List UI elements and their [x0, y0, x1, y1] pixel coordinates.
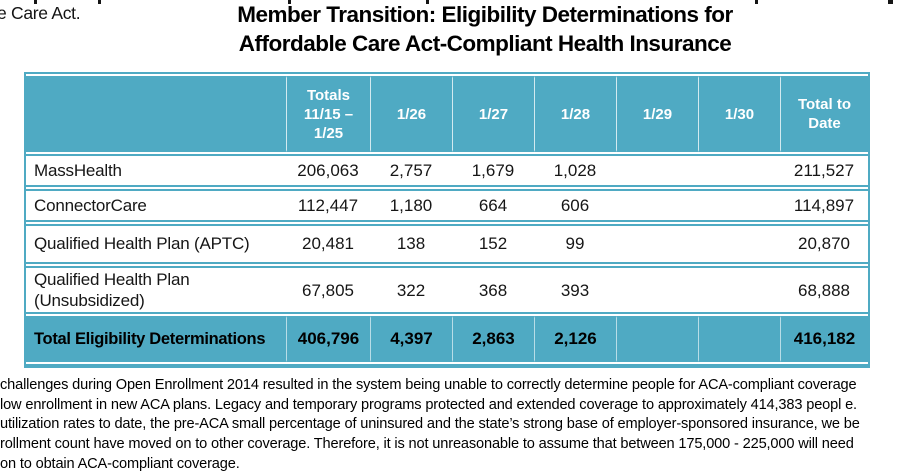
value-cell: 1,679: [452, 154, 534, 187]
value-cell: 67,805: [286, 266, 370, 314]
value-cell: 68,888: [780, 266, 868, 314]
cropped-text-fragment: e Care Act.: [0, 3, 81, 23]
value-cell: 322: [370, 266, 452, 314]
value-cell: [616, 266, 698, 314]
value-cell: 1,180: [370, 189, 452, 222]
total-row-label: Total Eligibility Determinations: [26, 316, 286, 362]
value-cell: 99: [534, 224, 616, 264]
value-cell: 2,757: [370, 154, 452, 187]
header-cell-1-28: 1/28: [534, 76, 616, 152]
header-cell-1-30: 1/30: [698, 76, 780, 152]
page-title-line-1: Member Transition: Eligibility Determina…: [237, 2, 733, 27]
footnote-paragraph: challenges during Open Enrollment 2014 r…: [0, 376, 903, 475]
table-row-masshealth: MassHealth 206,063 2,757 1,679 1,028 211…: [26, 154, 868, 187]
value-cell: [698, 266, 780, 314]
value-cell: 20,870: [780, 224, 868, 264]
cropped-glyph-fragment: [34, 0, 37, 4]
cropped-glyph-fragment: [426, 0, 429, 4]
total-value-cell: 4,397: [370, 316, 452, 362]
row-label: Qualified Health Plan (Unsubsidized): [26, 266, 286, 314]
footnote-line: low enrollment in new ACA plans. Legacy …: [0, 396, 857, 413]
value-cell: [698, 224, 780, 264]
cropped-glyph-fragment: [98, 0, 101, 4]
row-label: ConnectorCare: [26, 189, 286, 222]
footnote-line: challenges during Open Enrollment 2014 r…: [0, 377, 857, 393]
table-row-qhp-unsubsidized: Qualified Health Plan (Unsubsidized) 67,…: [26, 266, 868, 314]
total-value-cell: 2,126: [534, 316, 616, 362]
value-cell: 664: [452, 189, 534, 222]
row-label: MassHealth: [26, 154, 286, 187]
value-cell: 138: [370, 224, 452, 264]
header-cell-blank: [26, 76, 286, 152]
row-label: Qualified Health Plan (APTC): [26, 224, 286, 264]
total-value-cell: 416,182: [780, 316, 868, 362]
value-cell: 114,897: [780, 189, 868, 222]
value-cell: [616, 224, 698, 264]
footnote-line: utilization rates to date, the pre-ACA s…: [0, 416, 860, 433]
value-cell: [616, 189, 698, 222]
total-value-cell: [616, 316, 698, 362]
table-row-connectorcare: ConnectorCare 112,447 1,180 664 606 114,…: [26, 189, 868, 222]
table-row-total: Total Eligibility Determinations 406,796…: [26, 316, 868, 362]
value-cell: [698, 189, 780, 222]
total-value-cell: 2,863: [452, 316, 534, 362]
value-cell: 152: [452, 224, 534, 264]
page-title-line-2: Affordable Care Act-Compliant Health Ins…: [238, 31, 732, 56]
value-cell: 606: [534, 189, 616, 222]
value-cell: [616, 154, 698, 187]
value-cell: 211,527: [780, 154, 868, 187]
value-cell: 206,063: [286, 154, 370, 187]
value-cell: 1,028: [534, 154, 616, 187]
footnote-line: on to obtain ACA-compliant coverage.: [0, 455, 240, 472]
total-value-cell: 406,796: [286, 316, 370, 362]
value-cell: 20,481: [286, 224, 370, 264]
page-title: Member Transition: Eligibility Determina…: [70, 0, 900, 58]
header-cell-total-to-date: Total to Date: [780, 76, 868, 152]
header-cell-totals-1115-125: Totals 11/15 – 1/25: [286, 76, 370, 152]
eligibility-determinations-table: Totals 11/15 – 1/25 1/26 1/27 1/28 1/29 …: [24, 72, 870, 368]
cropped-glyph-fragment: [888, 0, 893, 4]
header-cell-1-29: 1/29: [616, 76, 698, 152]
value-cell: [698, 154, 780, 187]
value-cell: 393: [534, 266, 616, 314]
total-value-cell: [698, 316, 780, 362]
value-cell: 112,447: [286, 189, 370, 222]
cropped-glyph-fragment: [288, 0, 291, 4]
header-cell-1-26: 1/26: [370, 76, 452, 152]
value-cell: 368: [452, 266, 534, 314]
header-cell-1-27: 1/27: [452, 76, 534, 152]
footnote-line: rollment count have moved on to other co…: [0, 436, 854, 453]
cropped-glyph-fragment: [755, 0, 758, 4]
table-header-row: Totals 11/15 – 1/25 1/26 1/27 1/28 1/29 …: [26, 76, 868, 152]
table-row-qhp-aptc: Qualified Health Plan (APTC) 20,481 138 …: [26, 224, 868, 264]
